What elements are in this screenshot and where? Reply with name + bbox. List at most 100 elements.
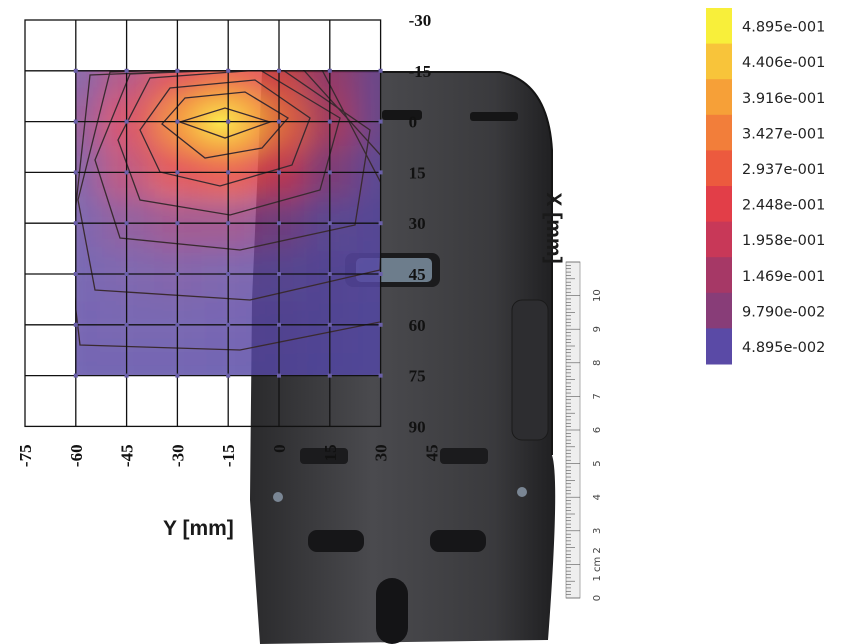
measurement-point bbox=[73, 322, 78, 327]
measurement-point bbox=[378, 68, 383, 73]
measurement-point bbox=[378, 170, 383, 175]
legend-swatch bbox=[706, 221, 732, 258]
legend-label: 2.448e-001 bbox=[742, 198, 825, 214]
measurement-point bbox=[226, 68, 231, 73]
y-tick-label: 0 bbox=[409, 113, 418, 132]
ruler-label: 3 bbox=[592, 528, 603, 534]
measurement-point bbox=[378, 373, 383, 378]
ruler: 0 1 cm 2 3 4 5 6 7 8 9 10 bbox=[565, 261, 603, 601]
measurement-point bbox=[327, 68, 332, 73]
legend-label: 9.790e-002 bbox=[742, 304, 825, 320]
measurement-point bbox=[73, 272, 78, 276]
measurement-point bbox=[277, 373, 281, 378]
x-tick-label: -15 bbox=[219, 444, 238, 467]
y-tick-label: -15 bbox=[409, 62, 432, 81]
x-tick-label: 15 bbox=[321, 444, 340, 461]
ruler-label: 9 bbox=[592, 326, 603, 332]
y-tick-label: 45 bbox=[409, 265, 426, 284]
measurement-point bbox=[124, 68, 129, 73]
x-tick-labels: -75 -60 -45 -30 -15 0 15 30 45 bbox=[16, 444, 441, 467]
ruler-label: 1 cm 2 bbox=[592, 547, 603, 581]
legend-swatch bbox=[706, 43, 732, 80]
measurement-point bbox=[327, 221, 332, 226]
measurement-point bbox=[175, 322, 180, 327]
x-tick-label: 30 bbox=[372, 444, 391, 461]
legend-label: 3.427e-001 bbox=[742, 126, 825, 142]
legend-label: 1.469e-001 bbox=[742, 269, 825, 285]
measurement-point bbox=[378, 119, 383, 124]
legend-label: 4.895e-001 bbox=[742, 20, 825, 36]
measurement-point bbox=[124, 119, 129, 124]
y-tick-label: 75 bbox=[409, 367, 426, 386]
measurement-point bbox=[73, 68, 78, 73]
ruler-label: 0 bbox=[592, 595, 603, 601]
measurement-point bbox=[175, 119, 180, 124]
measurement-point bbox=[73, 373, 78, 378]
ruler-label: 6 bbox=[592, 427, 603, 433]
measurement-point bbox=[175, 170, 180, 175]
measurement-point bbox=[378, 221, 383, 226]
legend-label: 4.406e-001 bbox=[742, 55, 825, 71]
measurement-point bbox=[226, 322, 231, 327]
legend-swatch bbox=[706, 150, 732, 187]
measurement-point bbox=[226, 272, 231, 276]
color-legend: 4.895e-001 4.406e-001 3.916e-001 3.427e-001… bbox=[706, 8, 825, 365]
measurement-point bbox=[124, 170, 129, 175]
measurement-point bbox=[327, 373, 332, 378]
y-axis-label: X [mm] bbox=[542, 192, 565, 263]
ruler-label: 7 bbox=[592, 393, 603, 399]
measurement-point bbox=[124, 221, 129, 226]
x-tick-label: -75 bbox=[16, 444, 35, 467]
measurement-point bbox=[124, 373, 129, 378]
legend-swatch bbox=[706, 292, 732, 329]
legend-label: 2.937e-001 bbox=[742, 162, 825, 178]
legend-swatch bbox=[706, 114, 732, 151]
contour-level-2 bbox=[161, 91, 289, 159]
legend-swatch bbox=[706, 8, 732, 45]
legend-label: 1.958e-001 bbox=[742, 233, 825, 249]
measurement-point bbox=[226, 170, 231, 175]
measurement-point bbox=[327, 119, 332, 124]
measurement-point bbox=[226, 373, 231, 378]
measurement-point bbox=[277, 170, 281, 175]
x-tick-label: -45 bbox=[118, 444, 137, 467]
legend-label: 4.895e-002 bbox=[742, 340, 825, 356]
y-tick-label: 30 bbox=[409, 214, 426, 233]
measurement-point bbox=[175, 68, 180, 73]
measurement-point bbox=[277, 221, 281, 226]
legend-swatch bbox=[706, 79, 732, 116]
ruler-label: 8 bbox=[592, 360, 603, 366]
measurement-point bbox=[327, 272, 332, 276]
y-tick-label: 15 bbox=[409, 163, 426, 182]
legend-label: 3.916e-001 bbox=[742, 91, 825, 107]
contour-level-3 bbox=[139, 79, 311, 187]
x-axis-label: Y [mm] bbox=[163, 517, 234, 540]
grid-points bbox=[73, 68, 383, 378]
y-tick-label: 60 bbox=[409, 316, 426, 335]
ruler-label: 4 bbox=[592, 494, 603, 500]
heatmap-cell bbox=[75, 350, 103, 375]
measurement-point bbox=[124, 322, 129, 327]
ruler-label: 10 bbox=[592, 289, 603, 302]
measurement-point bbox=[277, 322, 281, 327]
measurement-point bbox=[73, 221, 78, 226]
measurement-point bbox=[327, 322, 332, 327]
contour-level-7 bbox=[75, 70, 380, 351]
x-tick-label: 45 bbox=[422, 444, 441, 461]
x-tick-label: -30 bbox=[168, 444, 187, 467]
measurement-point bbox=[378, 272, 383, 276]
x-tick-label: 0 bbox=[270, 444, 289, 453]
measurement-point bbox=[175, 272, 180, 276]
measurement-point bbox=[277, 119, 281, 124]
measurement-point bbox=[226, 221, 231, 226]
x-tick-label: -60 bbox=[67, 444, 86, 467]
measurement-point bbox=[73, 170, 78, 175]
measurement-point bbox=[378, 322, 383, 327]
ruler-label: 5 bbox=[592, 460, 603, 466]
measurement-point bbox=[277, 272, 281, 276]
legend-swatch bbox=[706, 257, 732, 294]
y-tick-label: -30 bbox=[409, 11, 432, 30]
y-tick-label: 90 bbox=[409, 417, 426, 436]
measurement-point bbox=[277, 68, 281, 73]
